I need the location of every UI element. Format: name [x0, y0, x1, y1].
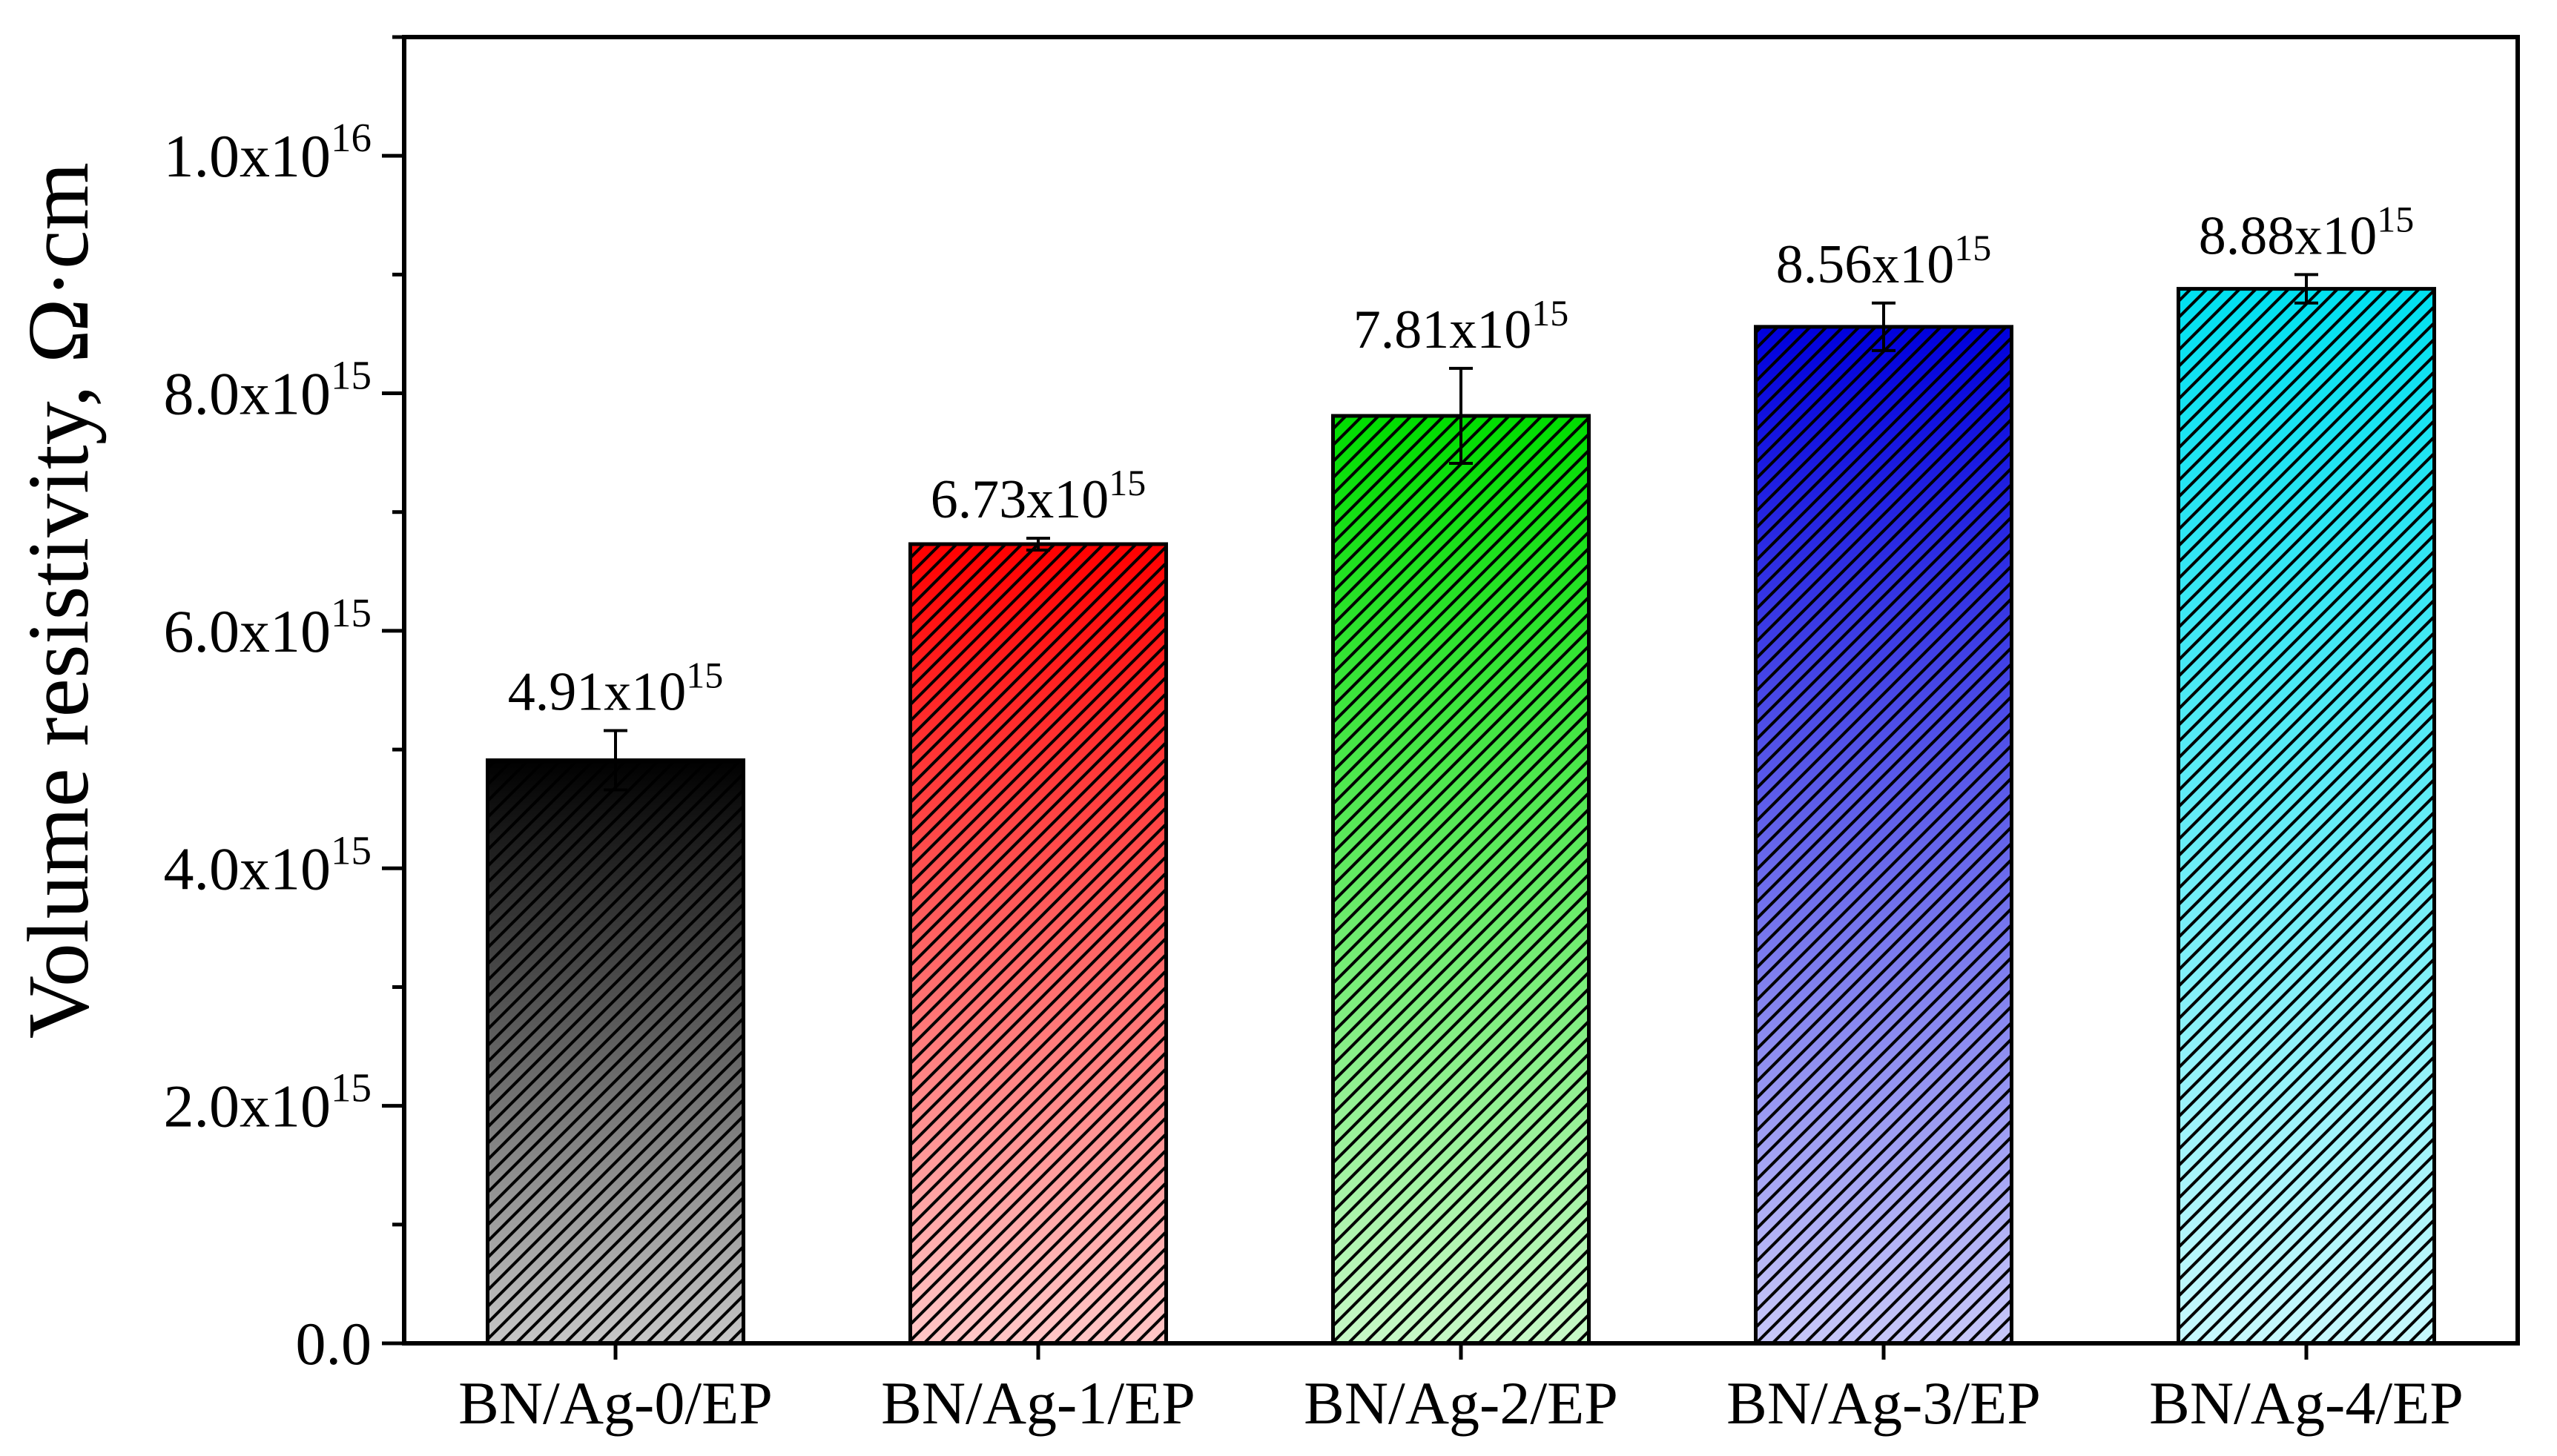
error-bar: [1872, 301, 1896, 352]
x-tick-label: BN/Ag-2/EP: [1304, 1369, 1618, 1437]
data-label: 8.88x1015: [2199, 198, 2415, 266]
bar-hatch: [1754, 325, 2013, 1346]
error-bar: [1449, 366, 1473, 466]
y-axis-label: Volume resistivity, Ω·cm: [10, 162, 107, 1039]
y-tick-label: 6.0x1015: [164, 590, 372, 665]
y-tick-label: 1.0x1016: [164, 115, 372, 190]
error-bar: [2294, 273, 2318, 305]
bar-hatch: [486, 758, 745, 1346]
bar-hatch: [1331, 414, 1591, 1346]
y-tick-label: 8.0x1015: [164, 353, 372, 428]
error-bar: [1026, 536, 1050, 552]
x-tick-label: BN/Ag-4/EP: [2149, 1369, 2464, 1437]
y-tick-label: 2.0x1015: [164, 1065, 372, 1140]
x-tick-label: BN/Ag-1/EP: [881, 1369, 1195, 1437]
y-tick-label: 4.0x1015: [164, 827, 372, 902]
plot-frame: [402, 35, 2520, 1346]
error-bars-layer: [604, 273, 2318, 792]
x-tick-label: BN/Ag-0/EP: [458, 1369, 773, 1437]
x-tick-label: BN/Ag-3/EP: [1726, 1369, 2041, 1437]
data-label: 6.73x1015: [931, 462, 1146, 530]
data-label: 7.81x1015: [1353, 292, 1569, 360]
bar-hatch: [2177, 287, 2436, 1346]
error-bar: [604, 729, 627, 792]
data-label: 8.56x1015: [1776, 227, 1992, 295]
bar-hatch: [908, 542, 1168, 1346]
y-tick-label: 0.0: [296, 1310, 372, 1377]
bars-layer: [486, 287, 2436, 1346]
axis-layer: [382, 35, 2520, 1360]
data-label: 4.91x1015: [508, 654, 724, 722]
labels-layer: 4.91x1015 BN/Ag-0/EP 6.73x1015 BN/Ag-1/EP 7.…: [164, 115, 2464, 1437]
